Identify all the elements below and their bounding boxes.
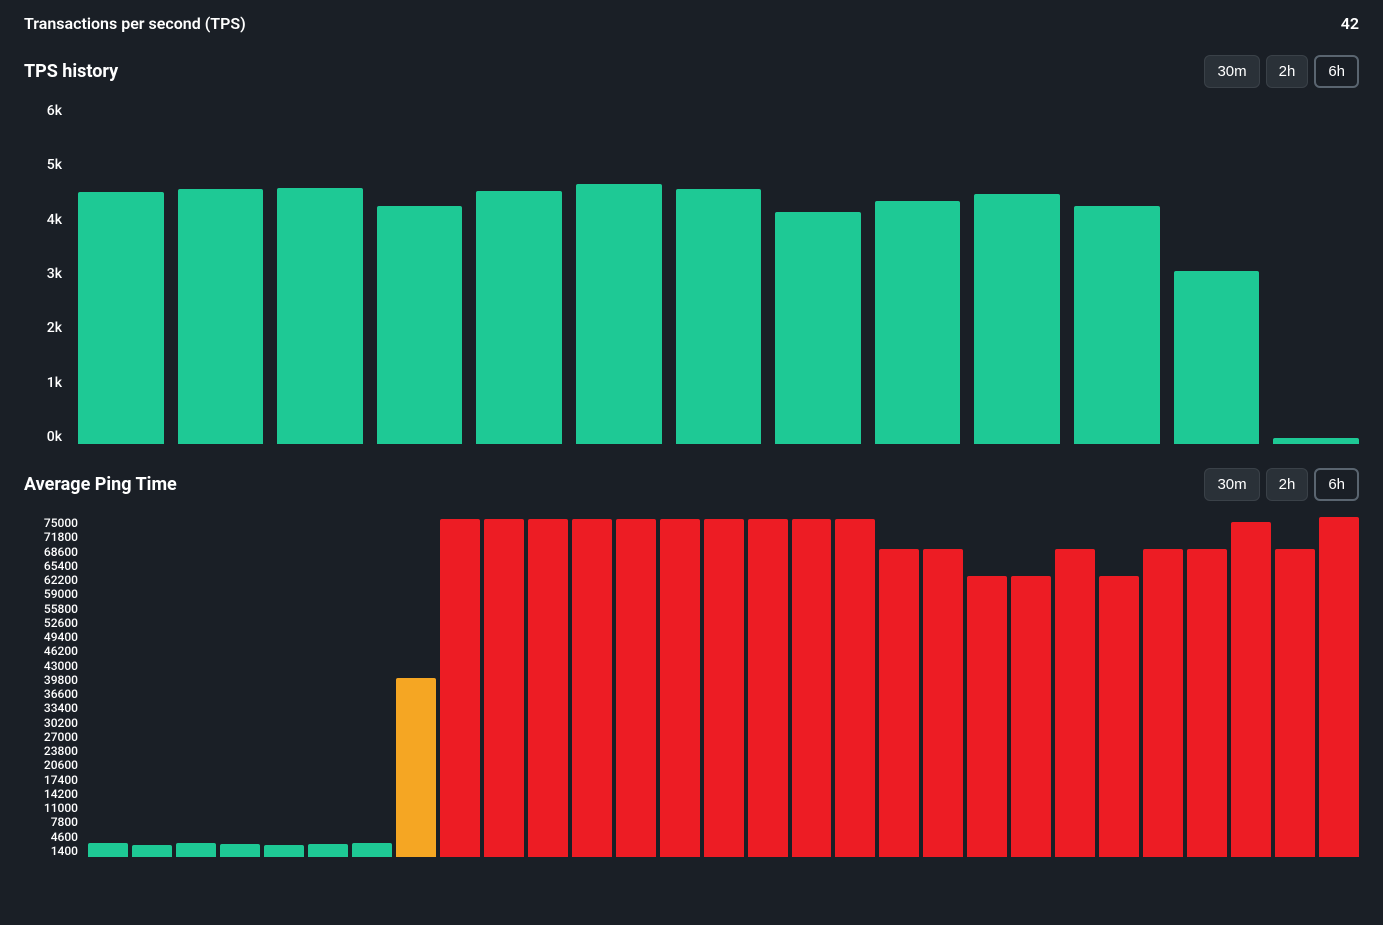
ping-chart: 75000 71800 68600 65400 62200 59000 55800 52600…	[24, 517, 1359, 857]
ping-bar	[1055, 549, 1095, 857]
ping-bar	[660, 519, 700, 857]
ping-y-tick-label: 71800	[44, 531, 78, 543]
tps-y-tick-label: 6k	[47, 104, 62, 118]
tps-bar	[875, 201, 961, 444]
tps-bar	[178, 189, 264, 444]
tps-y-tick-label: 1k	[47, 376, 62, 390]
ping-y-tick-label: 7800	[51, 816, 78, 828]
tps-y-tick-label: 2k	[47, 321, 62, 335]
ping-bar	[396, 678, 436, 857]
ping-bar	[308, 844, 348, 857]
ping-y-tick-label: 36600	[44, 688, 78, 700]
ping-y-tick-label: 43000	[44, 660, 78, 672]
tps-header-row: Transactions per second (TPS) 42	[0, 0, 1383, 47]
ping-bar	[132, 845, 172, 857]
tps-bar	[1174, 271, 1260, 444]
tps-history-header: TPS history 30m2h6h	[24, 55, 1359, 88]
tps-bar	[78, 192, 164, 444]
ping-y-tick-label: 30200	[44, 717, 78, 729]
tps-bar	[576, 184, 662, 444]
ping-time-button-6h[interactable]: 6h	[1314, 468, 1359, 501]
ping-bar	[1143, 549, 1183, 857]
tps-bar	[277, 188, 363, 444]
tps-bar	[974, 194, 1060, 444]
ping-bar	[528, 519, 568, 857]
ping-bar	[440, 519, 480, 857]
tps-y-tick-label: 3k	[47, 267, 62, 281]
ping-y-tick-label: 4600	[51, 831, 78, 843]
ping-time-buttons: 30m2h6h	[1204, 468, 1359, 501]
tps-bar	[1273, 438, 1359, 444]
ping-bar	[967, 576, 1007, 857]
tps-bar	[1074, 206, 1160, 444]
ping-y-tick-label: 1400	[51, 845, 78, 857]
tps-y-tick-label: 4k	[47, 213, 62, 227]
ping-bar	[264, 845, 304, 857]
tps-bar	[377, 206, 463, 444]
tps-time-button-30m[interactable]: 30m	[1204, 55, 1259, 88]
ping-bar	[1187, 549, 1227, 857]
tps-y-axis: 6k 5k 4k 3k 2k 1k 0k	[24, 104, 74, 444]
ping-bar	[879, 549, 919, 857]
ping-bar	[352, 843, 392, 857]
tps-metric-value: 42	[1341, 14, 1359, 33]
ping-y-tick-label: 39800	[44, 674, 78, 686]
ping-bar	[88, 843, 128, 857]
ping-y-tick-label: 52600	[44, 617, 78, 629]
ping-time-button-30m[interactable]: 30m	[1204, 468, 1259, 501]
tps-time-button-2h[interactable]: 2h	[1266, 55, 1309, 88]
ping-y-tick-label: 46200	[44, 645, 78, 657]
ping-y-tick-label: 33400	[44, 702, 78, 714]
ping-section: Average Ping Time 30m2h6h 75000 71800 6860…	[0, 460, 1383, 873]
tps-y-tick-label: 5k	[47, 158, 62, 172]
ping-bar	[1319, 517, 1359, 857]
ping-y-axis: 75000 71800 68600 65400 62200 59000 55800 52600…	[24, 517, 86, 857]
ping-y-tick-label: 65400	[44, 560, 78, 572]
ping-y-tick-label: 11000	[44, 802, 78, 814]
ping-y-tick-label: 49400	[44, 631, 78, 643]
ping-title: Average Ping Time	[24, 474, 177, 495]
tps-y-tick-label: 0k	[47, 430, 62, 444]
tps-metric-title: Transactions per second (TPS)	[24, 14, 246, 33]
ping-y-tick-label: 14200	[44, 788, 78, 800]
ping-bar	[1275, 549, 1315, 857]
ping-y-tick-label: 20600	[44, 759, 78, 771]
tps-history-section: TPS history 30m2h6h 6k 5k 4k 3k 2k 1k 0k	[0, 47, 1383, 460]
ping-bar	[484, 519, 524, 857]
ping-y-tick-label: 68600	[44, 546, 78, 558]
ping-header: Average Ping Time 30m2h6h	[24, 468, 1359, 501]
ping-bar	[616, 519, 656, 857]
ping-bar	[748, 519, 788, 857]
tps-chart: 6k 5k 4k 3k 2k 1k 0k	[24, 104, 1359, 444]
ping-y-tick-label: 17400	[44, 774, 78, 786]
tps-time-buttons: 30m2h6h	[1204, 55, 1359, 88]
tps-bars-area	[74, 104, 1359, 444]
ping-y-tick-label: 62200	[44, 574, 78, 586]
ping-y-tick-label: 59000	[44, 588, 78, 600]
ping-bar	[923, 549, 963, 857]
ping-time-button-2h[interactable]: 2h	[1266, 468, 1309, 501]
tps-bar	[775, 212, 861, 444]
tps-history-title: TPS history	[24, 61, 118, 82]
tps-time-button-6h[interactable]: 6h	[1314, 55, 1359, 88]
ping-bar	[704, 519, 744, 857]
ping-bar	[835, 519, 875, 857]
ping-bar	[176, 843, 216, 857]
ping-bar	[1099, 576, 1139, 857]
tps-bar	[476, 191, 562, 444]
ping-bar	[572, 519, 612, 857]
ping-bar	[1011, 576, 1051, 857]
ping-y-tick-label: 55800	[44, 603, 78, 615]
ping-y-tick-label: 27000	[44, 731, 78, 743]
ping-bar	[220, 844, 260, 857]
ping-y-tick-label: 75000	[44, 517, 78, 529]
ping-bar	[792, 519, 832, 857]
ping-bar	[1231, 522, 1271, 857]
ping-y-tick-label: 23800	[44, 745, 78, 757]
tps-bar	[676, 189, 762, 444]
ping-bars-area	[86, 517, 1359, 857]
